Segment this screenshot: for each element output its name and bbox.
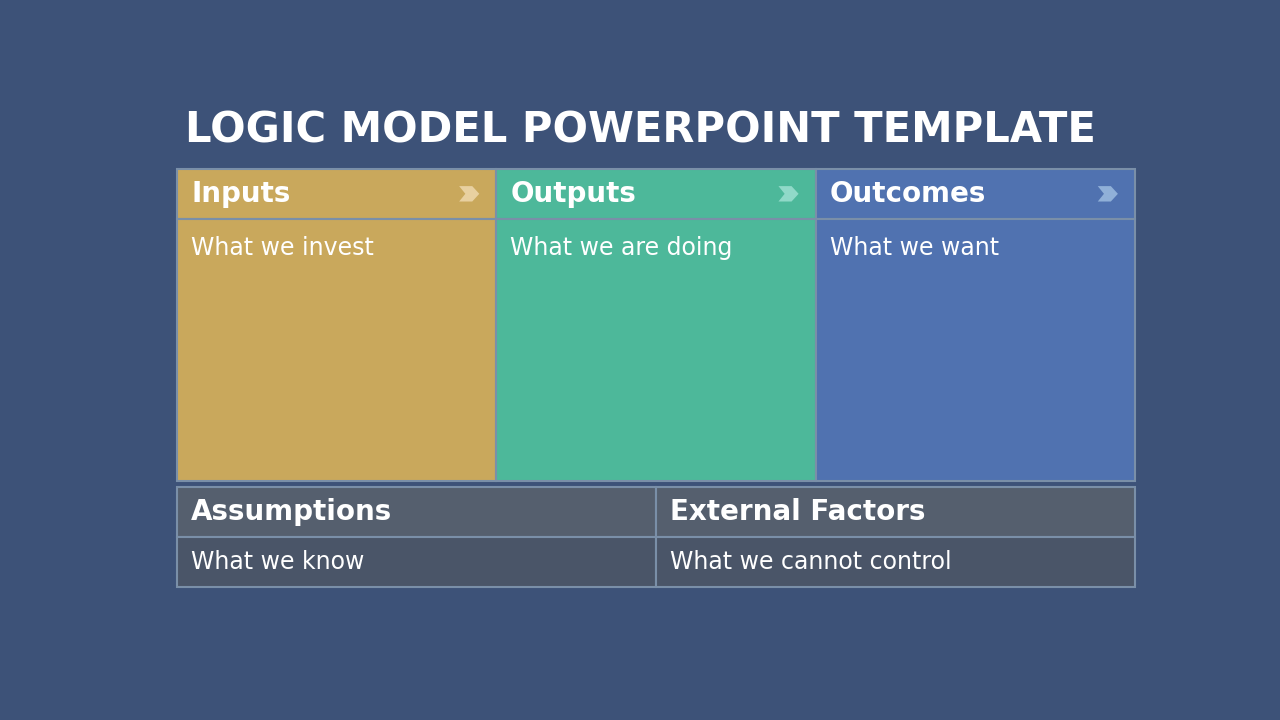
Bar: [497, 219, 815, 481]
Bar: [177, 537, 657, 587]
Bar: [815, 219, 1135, 481]
Bar: [497, 168, 815, 219]
Polygon shape: [1098, 186, 1117, 202]
Bar: [657, 487, 1135, 537]
Text: Inputs: Inputs: [191, 180, 291, 208]
Text: Outputs: Outputs: [511, 180, 636, 208]
Polygon shape: [778, 186, 799, 202]
Text: External Factors: External Factors: [669, 498, 925, 526]
Text: What we cannot control: What we cannot control: [669, 550, 951, 574]
Text: What we invest: What we invest: [191, 235, 374, 260]
Bar: [177, 168, 497, 219]
Text: What we know: What we know: [191, 550, 365, 574]
Text: Outcomes: Outcomes: [829, 180, 986, 208]
Text: Assumptions: Assumptions: [191, 498, 392, 526]
Bar: [177, 219, 497, 481]
Bar: [657, 537, 1135, 587]
Text: LOGIC MODEL POWERPOINT TEMPLATE: LOGIC MODEL POWERPOINT TEMPLATE: [184, 109, 1096, 151]
Bar: [815, 168, 1135, 219]
Text: What we are doing: What we are doing: [511, 235, 732, 260]
Bar: [177, 487, 657, 537]
Text: What we want: What we want: [829, 235, 998, 260]
Polygon shape: [460, 186, 479, 202]
